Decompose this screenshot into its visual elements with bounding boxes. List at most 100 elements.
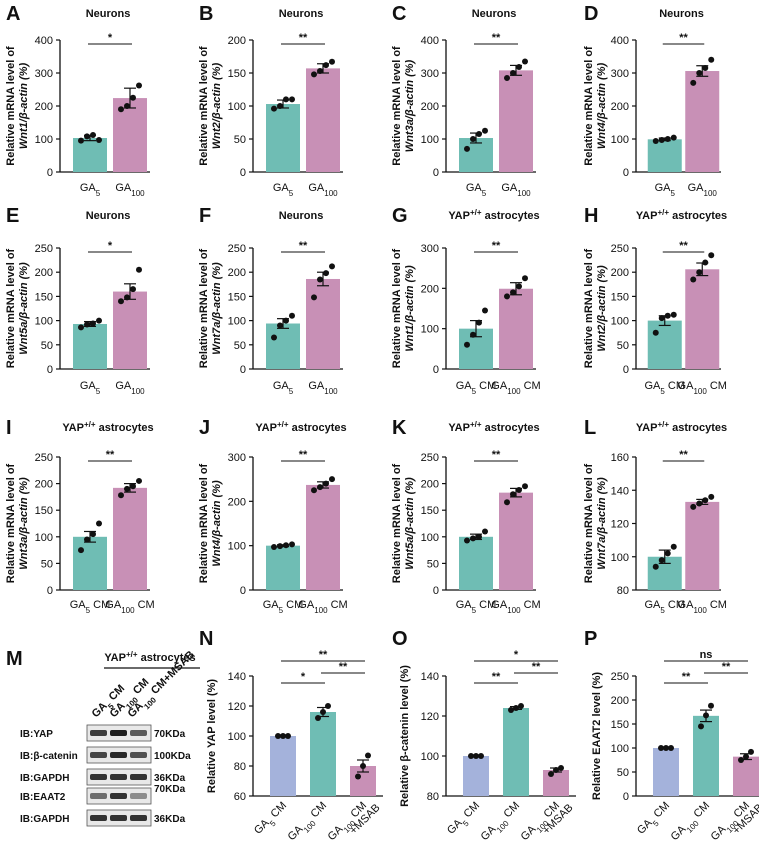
significance-label: ns <box>700 649 713 661</box>
data-point <box>743 753 749 760</box>
x-tick-label: GA100 <box>688 182 718 198</box>
significance-label: ** <box>679 32 688 44</box>
data-point <box>323 62 329 69</box>
bar <box>266 323 300 369</box>
data-point <box>311 294 317 301</box>
chart-panel-o: O 80 100 120 140 Relative β-catenin level (%)… <box>392 628 576 846</box>
y-axis-label: Relative mRNA level of <box>5 463 17 583</box>
y-tick-label: 400 <box>611 35 629 47</box>
blot-row-label: IB:GAPDH <box>20 814 69 825</box>
data-point <box>90 320 96 327</box>
data-point <box>283 317 289 324</box>
bar <box>685 269 720 369</box>
significance-label: ** <box>492 240 501 252</box>
bar <box>306 68 340 172</box>
blot-band <box>90 730 107 736</box>
y-axis-label-gene: Wnt3a/β-actin (%) <box>18 477 30 570</box>
data-point <box>118 298 124 305</box>
panel-label: J <box>199 417 210 439</box>
data-point <box>136 266 142 273</box>
x-tick-label-group: GA100 CM+MSAB <box>709 800 759 846</box>
y-axis-label-gene: Wnt5a/β-actin (%) <box>18 262 30 355</box>
data-point <box>320 709 326 715</box>
data-point <box>658 315 665 322</box>
x-tick-label: GA100 <box>308 380 338 396</box>
panel-label: K <box>392 417 407 439</box>
data-point <box>283 542 289 549</box>
x-tick-label: GA100 CM <box>286 800 332 846</box>
chart-panel-h: H YAP+/+ astrocytes 0 50 100 150 200 250 Relativ… <box>583 205 727 396</box>
chart-title: YAP+/+ astrocytes <box>62 420 153 435</box>
panel-label: E <box>6 205 19 227</box>
data-point <box>522 483 528 490</box>
panel-label: G <box>392 205 408 227</box>
y-axis-label-gene: Wnt1/β-actin (%) <box>404 265 416 352</box>
data-point <box>285 733 291 739</box>
x-tick-label: GA5 CM <box>456 599 497 615</box>
data-point <box>510 70 516 76</box>
y-axis-label-gene: Wnt3a/β-actin (%) <box>404 59 416 152</box>
data-point <box>702 497 709 504</box>
data-point <box>84 536 90 543</box>
data-point <box>738 757 744 763</box>
data-point <box>553 767 559 773</box>
data-point <box>271 105 277 112</box>
y-tick-label: 60 <box>234 791 246 803</box>
data-point <box>90 531 96 538</box>
y-tick-label: 0 <box>47 585 53 597</box>
y-axis-label: Relative mRNA level of <box>5 46 17 166</box>
data-point <box>78 324 84 331</box>
data-point <box>652 563 659 570</box>
panel-label: H <box>584 205 598 227</box>
chart-panel-j: J YAP+/+ astrocytes 0 100 200 300 Relative mRN… <box>198 417 348 615</box>
data-point <box>482 528 488 535</box>
blot-size-marker: 100KDa <box>154 751 191 762</box>
data-point <box>468 753 474 759</box>
data-point <box>124 485 130 492</box>
data-point <box>124 294 130 301</box>
data-point <box>516 283 522 290</box>
chart-panel-d: D Neurons 0 100 200 300 400 Relative mRNA level… <box>583 3 721 198</box>
y-tick-label: 150 <box>228 68 246 80</box>
x-tick-label: GA5 CM <box>263 599 304 615</box>
data-point <box>482 307 488 314</box>
bar <box>733 756 759 796</box>
panel-label: F <box>199 205 211 227</box>
y-tick-label: 100 <box>421 134 439 146</box>
chart-panel-k: K YAP+/+ astrocytes 0 50 100 150 200 250 Relativ… <box>391 417 541 615</box>
data-point <box>478 753 484 759</box>
bar <box>693 715 719 796</box>
data-point <box>271 543 277 550</box>
chart-panel-c: C Neurons 0 100 200 300 400 Relative mRNA level… <box>391 3 536 198</box>
y-tick-label: 50 <box>617 767 629 779</box>
x-tick-label: GA5 <box>273 182 294 198</box>
panel-label: A <box>6 3 20 25</box>
data-point <box>670 543 677 550</box>
x-tick-label-group: GA100 CM <box>286 800 332 846</box>
x-tick-label: GA5 CM <box>456 380 497 396</box>
data-point <box>329 58 335 65</box>
y-axis-label: Relative mRNA level of <box>198 46 210 166</box>
y-tick-label: 150 <box>611 719 629 731</box>
significance-label: ** <box>492 32 501 44</box>
x-tick-label: GA100 CM <box>491 380 540 396</box>
chart-panel-g: G YAP+/+ astrocytes 0 100 200 300 Relative mRN… <box>391 205 541 396</box>
y-tick-label: 250 <box>35 243 53 255</box>
significance-label: * <box>108 240 113 252</box>
data-point <box>510 491 516 498</box>
bar <box>685 71 720 172</box>
data-point <box>482 127 488 134</box>
data-point <box>277 543 283 550</box>
chart-title: Neurons <box>86 210 131 222</box>
data-point <box>696 269 703 276</box>
bar <box>113 291 147 369</box>
blot-row-label: IB:YAP <box>20 729 53 740</box>
y-tick-label: 200 <box>611 101 629 113</box>
data-point <box>652 329 659 336</box>
x-tick-label: GA100 CM <box>298 599 347 615</box>
y-axis-label: Relative YAP level (%) <box>206 679 218 793</box>
data-point <box>317 68 323 75</box>
bar <box>113 487 147 590</box>
y-tick-label: 300 <box>611 68 629 80</box>
